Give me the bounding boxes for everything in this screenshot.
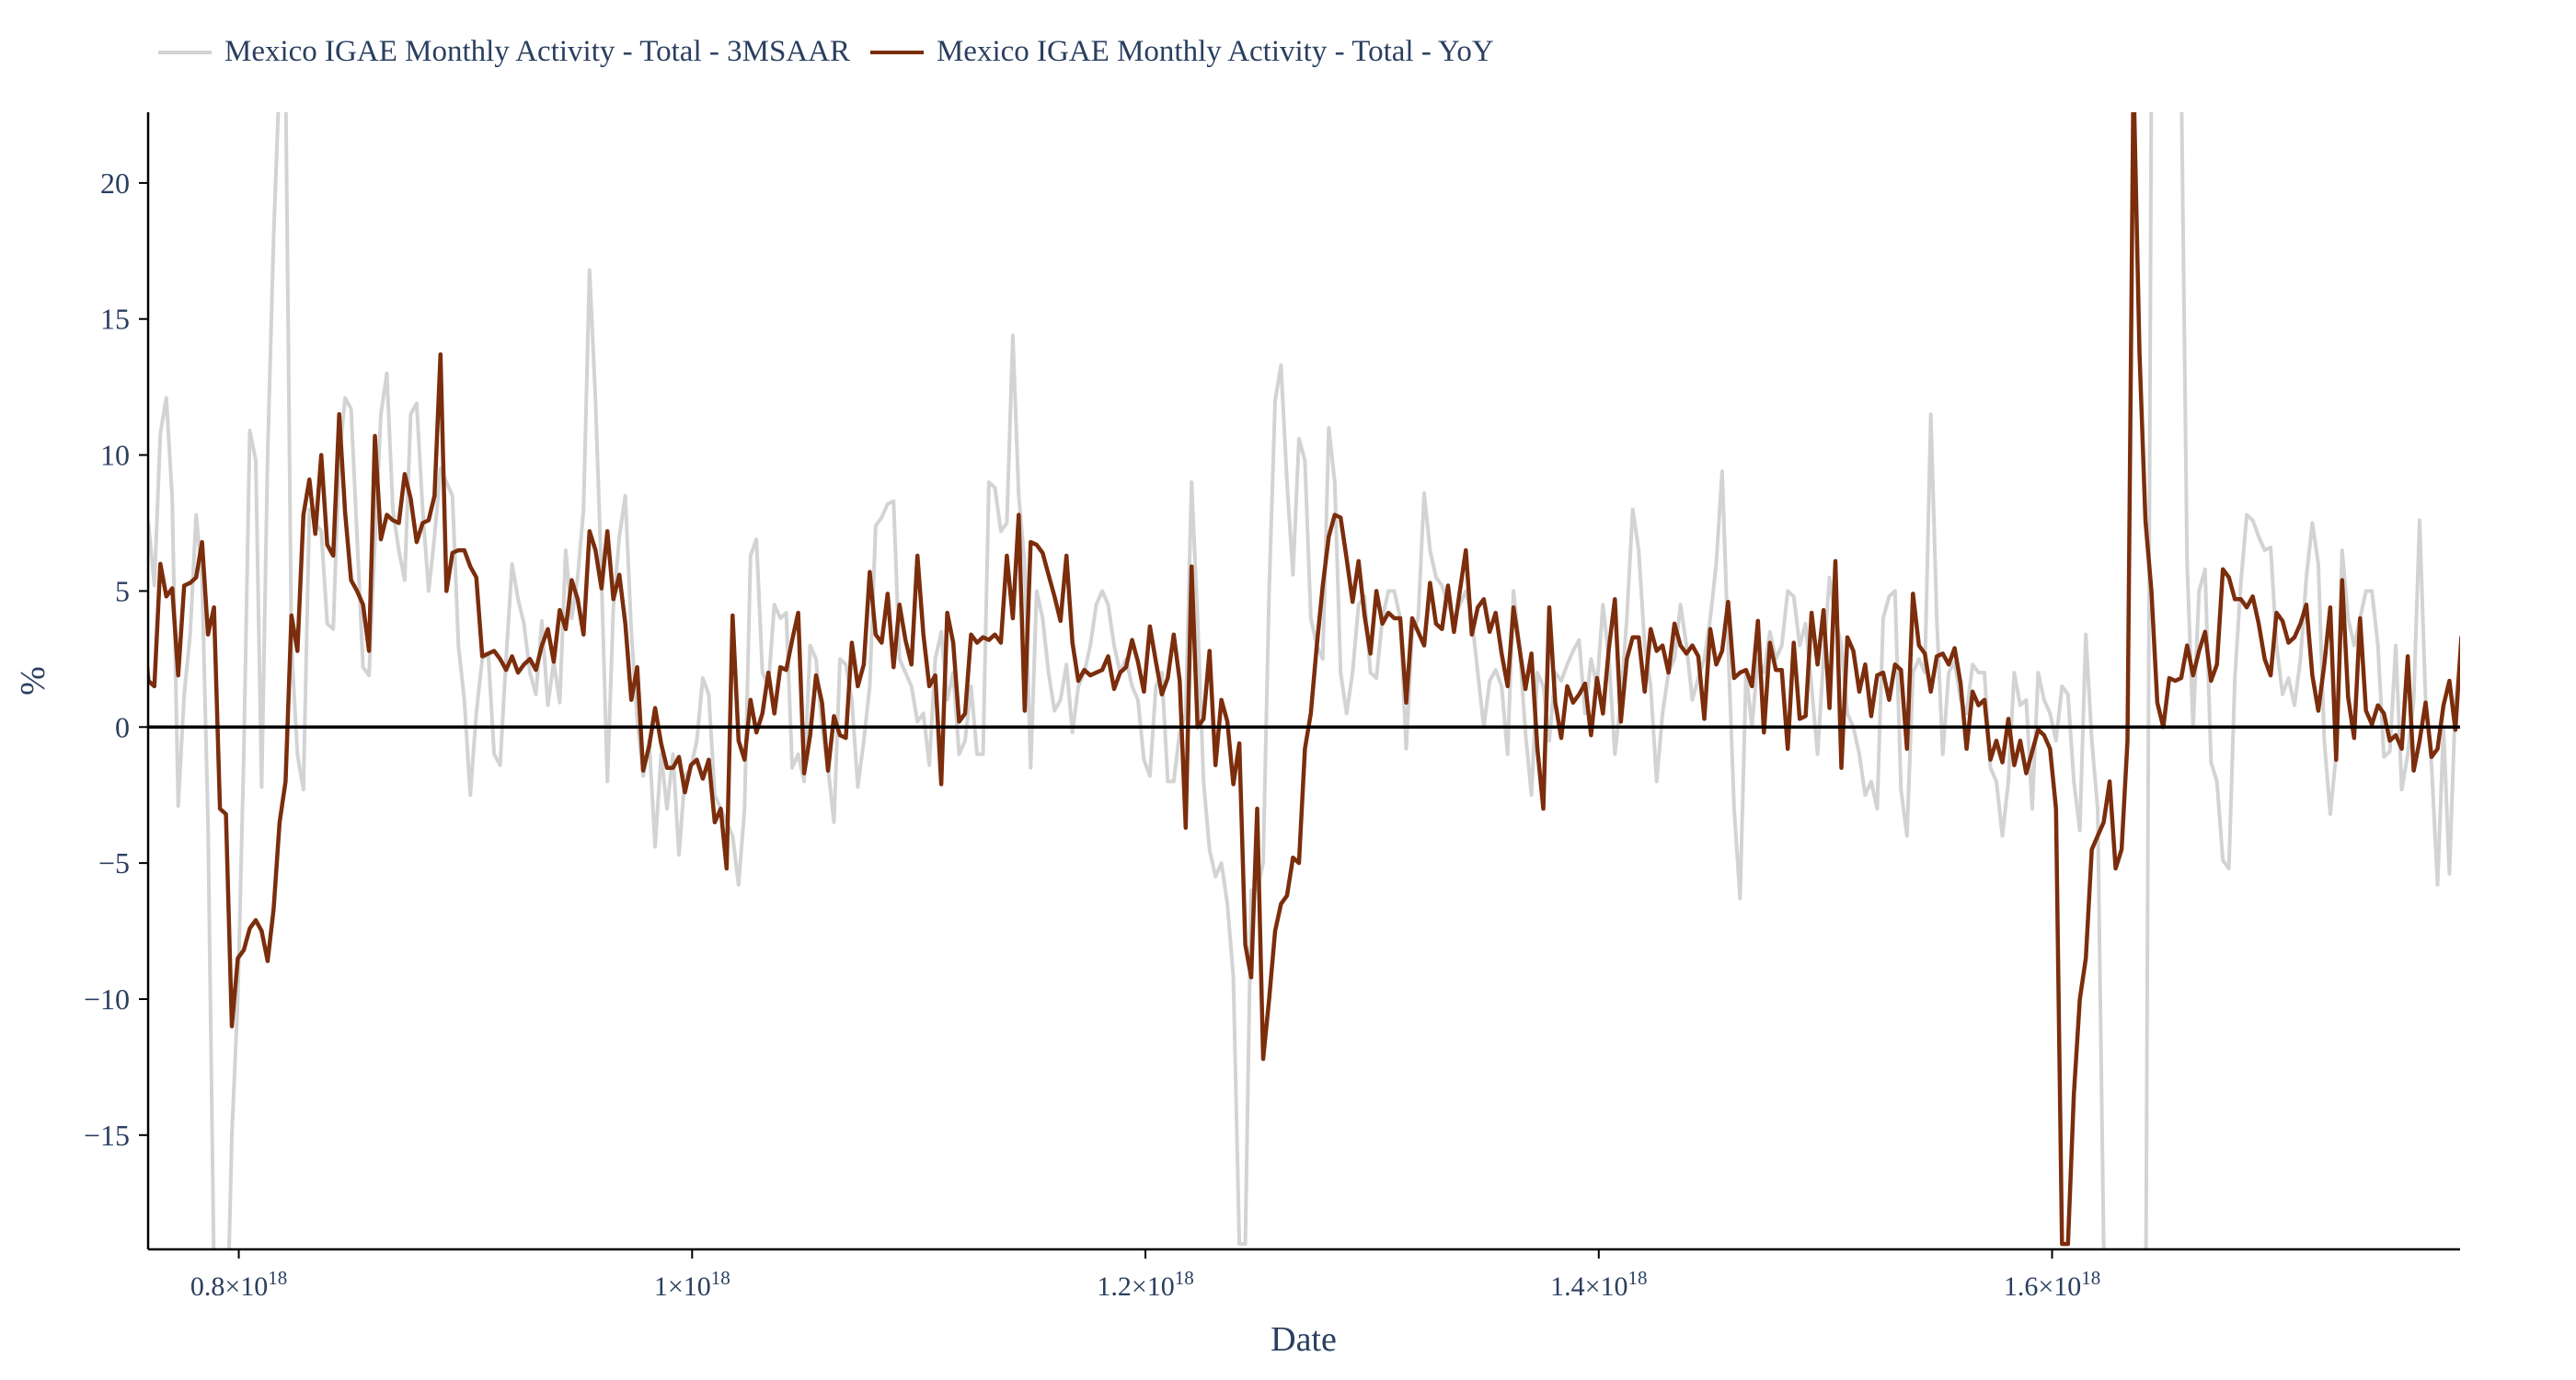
- series-layer: [148, 112, 2460, 1249]
- x-tick-label: 1.4×1018: [1550, 1267, 1647, 1302]
- y-tick-label: −5: [98, 846, 130, 880]
- x-tick-label: 1.2×1018: [1097, 1267, 1193, 1302]
- legend-swatch-yoy: [869, 50, 924, 54]
- y-tick-label: 0: [115, 710, 130, 743]
- legend-item-yoy[interactable]: Mexico IGAE Monthly Activity - Total - Y…: [869, 35, 1494, 69]
- y-tick-label: −10: [84, 983, 130, 1016]
- y-tick-label: 5: [115, 574, 130, 607]
- legend-label-3msaar: Mexico IGAE Monthly Activity - Total - 3…: [224, 35, 850, 68]
- x-tick-label: 1.6×1018: [2004, 1267, 2100, 1302]
- series-line-yoy: [148, 112, 2460, 1247]
- series-line-3msaar: [148, 112, 2460, 1249]
- x-tick-label: 1×1018: [654, 1267, 730, 1302]
- y-axis-title: %: [14, 666, 52, 696]
- legend-label-yoy: Mexico IGAE Monthly Activity - Total - Y…: [936, 35, 1494, 68]
- y-tick-label: 10: [100, 439, 130, 472]
- x-axis-title: Date: [1271, 1320, 1337, 1359]
- legend-swatch-3msaar: [158, 50, 212, 54]
- y-tick-label: 20: [100, 167, 130, 200]
- x-ticks: 0.8×1018 1×1018 1.2×1018 1.4×1018 1.6×1018: [190, 1249, 2100, 1302]
- y-tick-label: −15: [84, 1119, 130, 1152]
- legend-item-3msaar[interactable]: Mexico IGAE Monthly Activity - Total - 3…: [158, 35, 850, 69]
- y-ticks: 20 15 10 5 0 −5 −10 −15: [84, 167, 148, 1152]
- legend: Mexico IGAE Monthly Activity - Total - 3…: [158, 35, 1494, 69]
- y-tick-label: 15: [100, 303, 130, 336]
- x-tick-label: 0.8×1018: [190, 1267, 287, 1302]
